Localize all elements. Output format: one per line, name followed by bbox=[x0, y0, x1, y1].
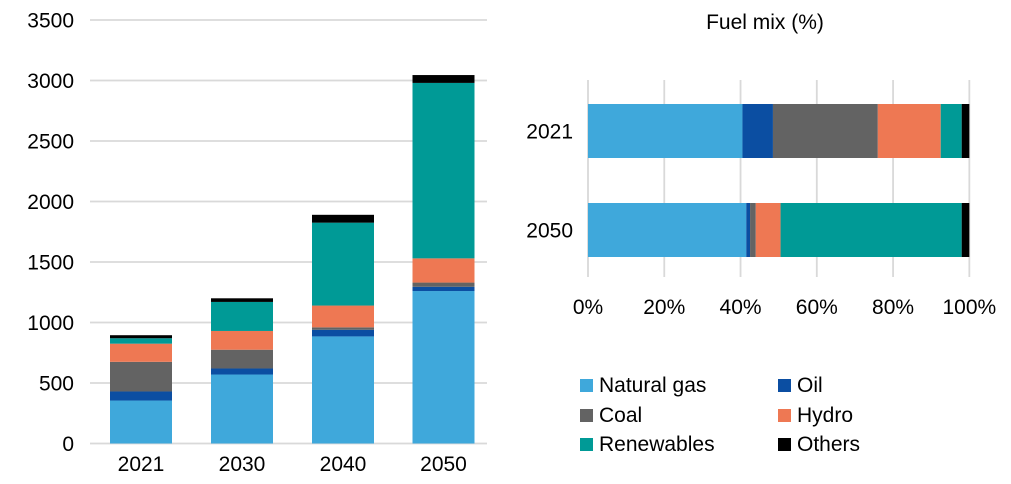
legend-swatch-natural-gas bbox=[580, 379, 593, 393]
bar-segment-2050-natural-gas bbox=[412, 291, 475, 444]
bar-segment-2040-renewables bbox=[312, 222, 374, 306]
bar-segment-2030-natural-gas bbox=[211, 374, 273, 444]
chart-legend: Natural gas Oil Coal Hydro Renewables Others bbox=[580, 371, 860, 460]
legend-swatch-coal bbox=[580, 408, 593, 422]
legend-swatch-others bbox=[778, 438, 791, 452]
left-y-tick-label-3500: 3500 bbox=[27, 10, 74, 33]
right-y-tick-label-2021: 2021 bbox=[526, 121, 573, 144]
right-y-tick-label-2050: 2050 bbox=[526, 220, 573, 243]
left-x-tick-label-2040: 2040 bbox=[320, 453, 367, 476]
legend-swatch-renewables bbox=[580, 438, 593, 452]
bar-segment-2040-others bbox=[312, 214, 374, 223]
bar-segment-2050-hydro bbox=[412, 258, 475, 283]
right-x-tick-label-80: 80% bbox=[872, 296, 914, 319]
legend-item-coal: Coal bbox=[580, 405, 778, 426]
bar-segment-2021-oil bbox=[110, 391, 172, 401]
bar-segment-2030-oil bbox=[211, 368, 273, 375]
left-x-tick-label-2050: 2050 bbox=[420, 453, 467, 476]
mix-segment-2021-renewables bbox=[940, 104, 962, 158]
fuel-mix-chart: Fuel mix (%) 0% 20% 40% 60% 80% 100% 2021 2050 bbox=[526, 11, 996, 319]
right-x-tick-label-0: 0% bbox=[573, 296, 603, 319]
bar-segment-2021-hydro bbox=[110, 343, 172, 362]
bar-segment-2040-hydro bbox=[312, 305, 374, 328]
bar-segment-2030-hydro bbox=[211, 330, 273, 350]
legend-item-renewables: Renewables bbox=[580, 434, 778, 455]
legend-item-others: Others bbox=[778, 434, 860, 455]
bar-segment-2050-others bbox=[412, 75, 475, 83]
mix-segment-2050-natural-gas bbox=[588, 203, 747, 257]
bar-segment-2030-renewables bbox=[211, 301, 273, 331]
mix-segment-2021-others bbox=[961, 104, 970, 158]
left-y-tick-label-3000: 3000 bbox=[27, 70, 74, 93]
mix-segment-2021-hydro bbox=[877, 104, 941, 158]
bar-segment-2040-oil bbox=[312, 329, 374, 337]
mix-segment-2021-oil bbox=[742, 104, 773, 158]
legend-item-oil: Oil bbox=[778, 375, 860, 396]
legend-label-hydro: Hydro bbox=[797, 403, 854, 427]
bar-segment-2030-coal bbox=[211, 349, 273, 369]
bar-segment-2050-renewables bbox=[412, 82, 475, 259]
mix-segment-2050-others bbox=[961, 203, 970, 257]
right-x-tick-label-40: 40% bbox=[720, 296, 762, 319]
bar-segment-2040-coal bbox=[312, 327, 374, 330]
legend-label-renewables: Renewables bbox=[599, 433, 715, 457]
left-y-tick-label-2500: 2500 bbox=[27, 131, 74, 154]
bar-segment-2021-renewables bbox=[110, 338, 172, 344]
mix-segment-2050-coal bbox=[750, 203, 756, 257]
left-y-tick-label-1500: 1500 bbox=[27, 252, 74, 275]
right-x-tick-label-60: 60% bbox=[796, 296, 838, 319]
left-y-tick-label-2000: 2000 bbox=[27, 191, 74, 214]
mix-segment-2050-oil bbox=[746, 203, 751, 257]
right-x-tick-label-100: 100% bbox=[942, 296, 996, 319]
left-x-tick-label-2030: 2030 bbox=[219, 453, 266, 476]
mix-segment-2050-renewables bbox=[780, 203, 962, 257]
legend-item-natural-gas: Natural gas bbox=[580, 375, 778, 396]
mix-segment-2050-hydro bbox=[755, 203, 781, 257]
left-y-tick-label-0: 0 bbox=[62, 433, 74, 456]
bar-segment-2021-coal bbox=[110, 361, 172, 392]
legend-label-coal: Coal bbox=[599, 403, 643, 427]
bar-segment-2050-coal bbox=[412, 282, 475, 287]
left-y-tick-label-500: 500 bbox=[39, 373, 74, 396]
generation-stacked-bar-chart: 0 500 1000 1500 2000 2500 3000 3500 2021 2030 2040… bbox=[27, 10, 487, 476]
legend-label-others: Others bbox=[797, 433, 861, 457]
right-x-tick-label-20: 20% bbox=[643, 296, 685, 319]
legend-swatch-hydro bbox=[778, 408, 791, 422]
bar-segment-2021-others bbox=[110, 335, 172, 339]
left-y-tick-label-1000: 1000 bbox=[27, 312, 74, 335]
mix-segment-2021-coal bbox=[772, 104, 878, 158]
left-x-tick-label-2021: 2021 bbox=[118, 453, 165, 476]
bar-segment-2050-oil bbox=[412, 286, 475, 292]
legend-label-natural-gas: Natural gas bbox=[599, 374, 707, 398]
mix-segment-2021-natural-gas bbox=[588, 104, 743, 158]
bar-segment-2021-natural-gas bbox=[110, 400, 172, 444]
legend-swatch-oil bbox=[778, 379, 791, 393]
legend-label-oil: Oil bbox=[797, 374, 823, 398]
legend-item-hydro: Hydro bbox=[778, 405, 860, 426]
bar-segment-2030-others bbox=[211, 298, 273, 302]
bar-segment-2040-natural-gas bbox=[312, 336, 374, 444]
fuel-mix-chart-title: Fuel mix (%) bbox=[706, 11, 824, 34]
